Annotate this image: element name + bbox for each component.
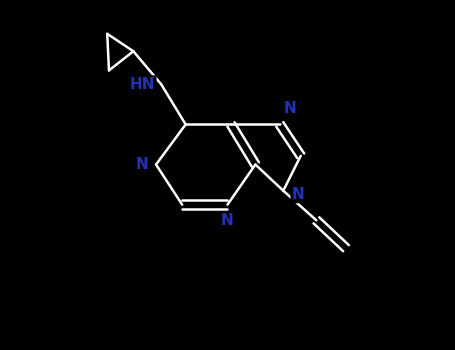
Text: N: N [283,101,296,116]
Text: HN: HN [130,77,155,92]
Text: N: N [292,187,305,202]
Text: N: N [136,157,148,172]
Text: N: N [221,214,234,228]
